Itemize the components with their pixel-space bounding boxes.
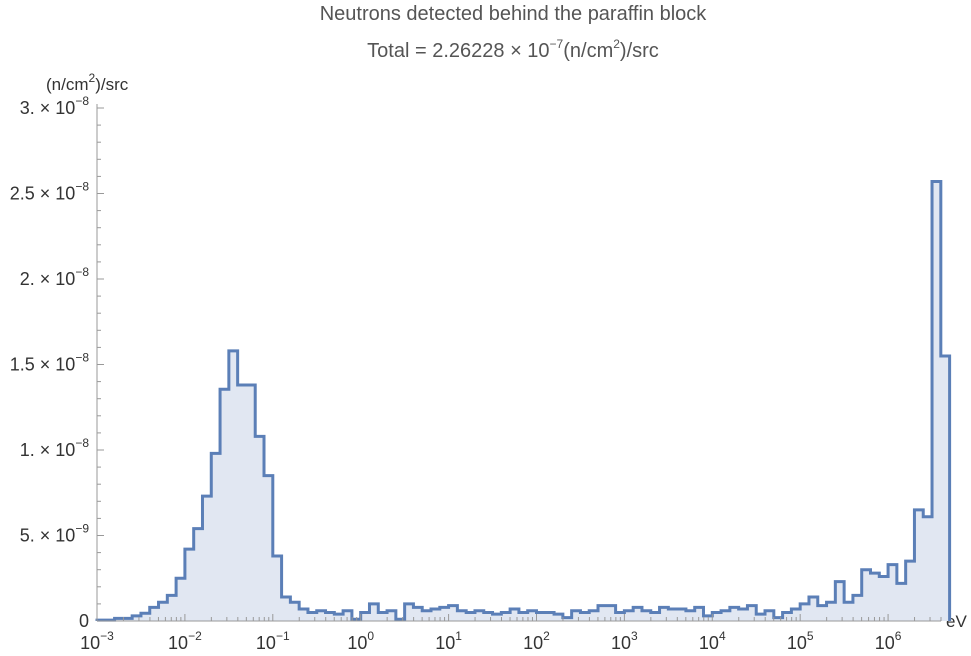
y-tick-label: 1. × 10−8	[20, 436, 90, 460]
histogram-bin	[818, 606, 827, 621]
histogram-bin	[739, 609, 748, 621]
y-axis-label: (n/cm2)/src	[46, 71, 129, 94]
x-tick-label: 102	[523, 629, 550, 653]
y-tick-label: 2. × 10−8	[20, 265, 90, 289]
x-tick-label: 10−3	[80, 629, 114, 653]
x-axis-label: eV	[946, 612, 967, 631]
x-tick-label: 105	[787, 629, 814, 653]
x-tick-label: 101	[435, 629, 462, 653]
plot-area	[95, 180, 952, 622]
histogram-bin	[422, 611, 431, 621]
y-tick-label: 1.5 × 10−8	[10, 351, 90, 375]
histogram-outline	[95, 180, 952, 622]
x-tick-label: 10−2	[168, 629, 202, 653]
x-tick-label: 104	[699, 629, 726, 653]
histogram-bin	[871, 573, 880, 621]
y-tick-label: 0	[79, 611, 89, 631]
histogram-bin	[923, 517, 932, 621]
histogram-bin	[879, 577, 888, 621]
x-tick-label: 103	[611, 629, 638, 653]
chart-subtitle: Total = 2.26228 × 10−7(n/cm2)/src	[367, 37, 659, 62]
histogram-bin	[238, 385, 247, 621]
histogram-bin	[686, 611, 695, 621]
axes: 10−3 10−2 10−1 100 101 102 103 104 105 106 0 5. × 1…	[10, 94, 942, 653]
y-tick-label: 5. × 10−9	[20, 522, 90, 546]
histogram-bin	[668, 609, 677, 621]
y-tick-label: 2.5 × 10−8	[10, 180, 90, 204]
histogram-fill	[97, 181, 950, 621]
chart-title: Neutrons detected behind the paraffin bl…	[320, 3, 708, 25]
histogram-bin	[844, 602, 853, 621]
x-tick-label: 106	[875, 629, 902, 653]
histogram-bin	[229, 351, 238, 621]
y-tick-label: 3. × 10−8	[20, 94, 90, 118]
x-tick-label: 10−1	[256, 629, 290, 653]
x-tick-label: 100	[347, 629, 374, 653]
histogram-bin	[897, 583, 906, 621]
